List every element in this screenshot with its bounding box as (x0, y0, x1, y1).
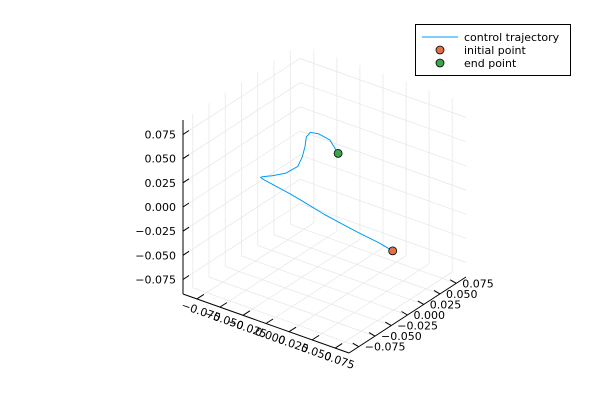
gridline-z-backwall (299, 82, 467, 142)
gridline-y-floor (273, 234, 441, 295)
z-tick-label: −0.050 (135, 249, 176, 262)
z-tick-mark (182, 226, 190, 232)
gridline-z-backwall (299, 106, 467, 167)
gridline-y-floor (241, 255, 408, 316)
gridline-y-floor (290, 224, 457, 284)
gridline-z-backwall (299, 179, 467, 239)
z-tick-mark (182, 275, 190, 280)
z-tick-label: −0.025 (135, 225, 176, 238)
z-tick-label: 0.075 (145, 129, 177, 142)
legend-swatch-initial-point (435, 45, 445, 55)
x-tick-mark (334, 343, 343, 349)
series-line-control-trajectory (260, 131, 393, 252)
x-tick-mark (219, 302, 228, 308)
y-tick-mark (449, 279, 457, 284)
gridline-z-backwall (299, 58, 467, 118)
legend-label-initial-point: initial point (464, 44, 526, 57)
z-tick-mark (182, 130, 190, 135)
y-tick-mark (401, 311, 408, 316)
legend: control trajectory initial point end poi… (415, 24, 571, 76)
z-tick-mark (182, 154, 190, 160)
gridline-z-sidewall (182, 203, 301, 280)
x-tick-label: 0.075 (322, 350, 356, 373)
legend-label-end-point: end point (464, 57, 517, 70)
y-tick-label: −0.025 (397, 320, 438, 333)
x-tick-mark (196, 293, 205, 300)
legend-swatch-end-point (435, 58, 445, 68)
y-tick-mark (384, 321, 392, 326)
y-tick-mark (433, 289, 441, 295)
gridline-y-floor (192, 287, 359, 347)
z-tick-label: 0.000 (145, 201, 177, 214)
grid (182, 48, 467, 349)
z-tick-label: 0.050 (145, 153, 177, 166)
y-tick-label: −0.075 (365, 341, 406, 354)
gridline-z-backwall (299, 154, 467, 215)
gridline-y-floor (208, 276, 376, 337)
z-tick-label: 0.025 (145, 177, 177, 190)
x-tick-mark (242, 310, 251, 316)
axes (182, 120, 467, 354)
point-end-point (333, 148, 343, 158)
tick-labels: −0.075−0.050−0.0250.0000.0250.0500.075−0… (135, 129, 493, 373)
y-tick-label: 0.050 (446, 288, 478, 301)
y-tick-label: −0.050 (381, 330, 422, 343)
x-tick-mark (288, 326, 297, 333)
z-tick-label: −0.075 (135, 274, 176, 287)
y-tick-label: 0.075 (462, 277, 494, 290)
gridline-y-floor (225, 266, 392, 326)
plot-area (260, 131, 398, 256)
gridline-z-sidewall (182, 179, 301, 256)
gridline-z-sidewall (182, 130, 301, 208)
gridline-z-sidewall (182, 82, 301, 159)
y-tick-label: 0.025 (430, 298, 462, 311)
gridline-z-backwall (299, 203, 467, 263)
x-tick-mark (311, 334, 320, 341)
y-tick-mark (417, 300, 425, 305)
gridline-z-sidewall (182, 154, 301, 232)
y-tick-mark (368, 332, 376, 337)
gridline-z-sidewall (182, 106, 301, 184)
y-tick-mark (352, 342, 360, 348)
z-tick-mark (182, 202, 190, 208)
gridline-z-sidewall (182, 58, 301, 135)
x-tick-mark (265, 318, 274, 324)
legend-label-control-trajectory: control trajectory (464, 31, 560, 44)
point-initial-point (388, 246, 398, 256)
gridline-z-backwall (299, 130, 467, 191)
y-tick-label: 0.000 (414, 309, 446, 322)
z-tick-mark (182, 178, 190, 184)
z-tick-mark (182, 250, 190, 256)
gridline-y-floor (257, 245, 424, 305)
